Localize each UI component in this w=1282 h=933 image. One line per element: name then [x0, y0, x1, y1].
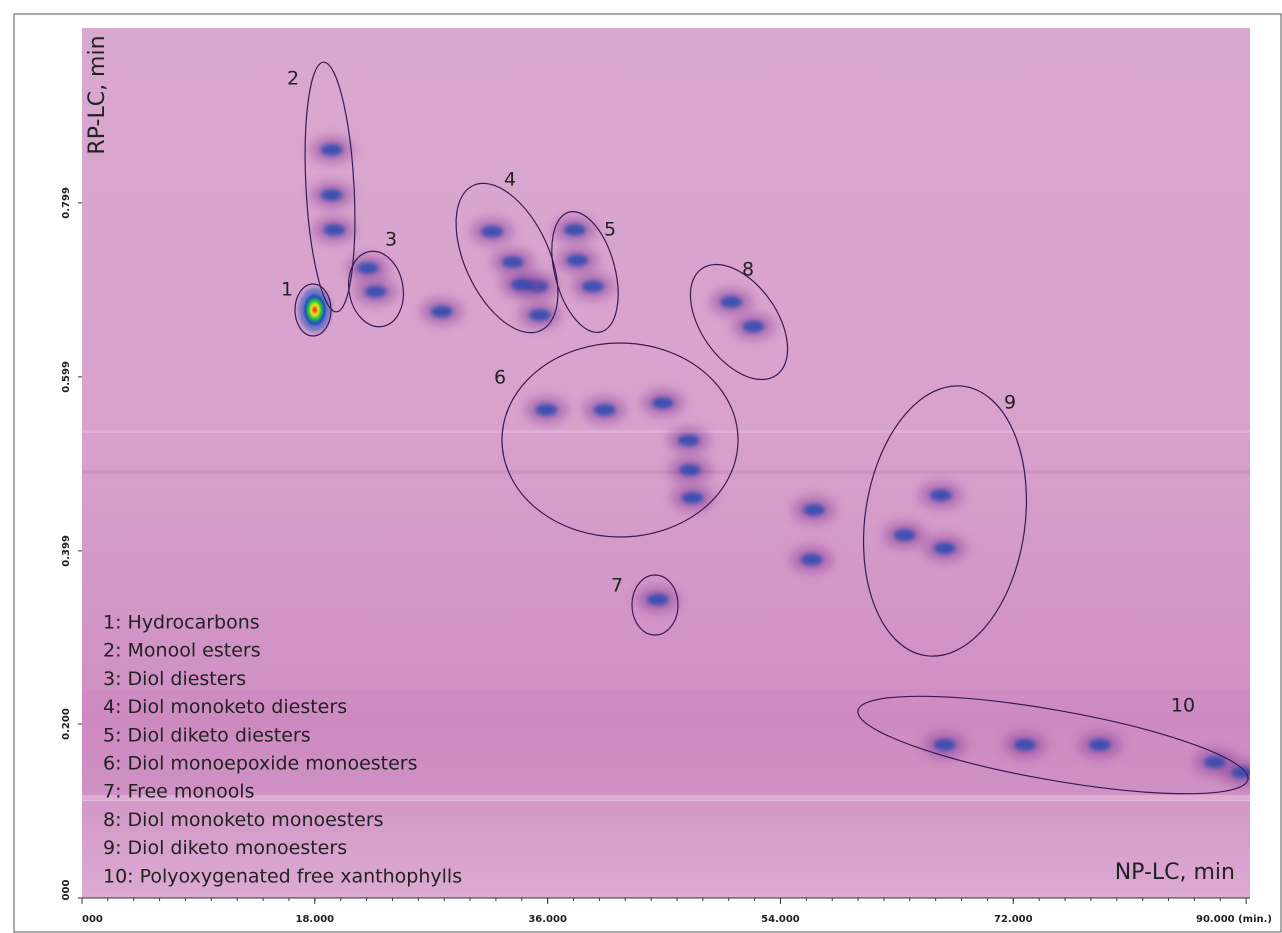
peak: [364, 285, 387, 298]
x-tick-label: 36.000: [528, 914, 567, 925]
region-outline: [294, 283, 332, 337]
legend-note: 10: Polyoxygenated free xanthophylls: [103, 865, 462, 887]
y-tick-label: 0.399: [61, 535, 72, 567]
legend-note: 6: Diol monoepoxide monoesters: [103, 753, 418, 775]
region-label: 10: [1171, 695, 1195, 717]
y-tick-label: 0.599: [61, 361, 72, 393]
region-label: 8: [742, 259, 754, 281]
peak: [1088, 738, 1111, 751]
x-tick-label: 72.000: [994, 914, 1033, 925]
peak: [803, 503, 826, 516]
peak: [651, 396, 674, 409]
x-axis-label: NP-LC, min: [1115, 860, 1235, 885]
y-axis-label: RP-LC, min: [85, 35, 110, 154]
region-outline: [304, 61, 356, 313]
region-label: 1: [281, 279, 293, 301]
peak: [646, 593, 669, 606]
peak: [893, 529, 916, 542]
region-label: 2: [287, 68, 299, 90]
peak: [720, 296, 743, 309]
x-tick-label: 000: [82, 914, 103, 925]
region-outline: [501, 342, 739, 538]
region-outline: [862, 385, 1028, 657]
peak: [678, 463, 701, 476]
y-tick-label: 0.200: [61, 708, 72, 740]
frame: [13, 13, 1282, 933]
region-label: 4: [504, 169, 516, 191]
peak: [742, 320, 765, 333]
peak: [1204, 756, 1227, 769]
region-outline: [857, 695, 1249, 795]
legend-note: 4: Diol monoketo diesters: [103, 696, 347, 718]
peak: [323, 223, 346, 236]
region-label: 6: [494, 367, 506, 389]
legend-note: 2: Monool esters: [103, 640, 261, 662]
peak: [677, 434, 700, 447]
peak: [593, 403, 616, 416]
peak: [563, 223, 586, 236]
x-tick-label: 18.000: [296, 914, 335, 925]
region-label: 7: [611, 575, 623, 597]
peak: [501, 256, 524, 269]
peaks: [298, 135, 1250, 787]
legend-note: 8: Diol monoketo monoesters: [103, 809, 384, 831]
legend-note: 9: Diol diketo monoesters: [103, 837, 347, 859]
regions: 1 2 3 4 5 6 7 8 9 10: [281, 61, 1249, 795]
region-outline: [631, 574, 679, 636]
x-tick-label: 54.000: [761, 914, 800, 925]
region-outline: [348, 250, 404, 328]
legend-note: 5: Diol diketo diesters: [103, 724, 311, 746]
peak: [581, 280, 604, 293]
legend-note: 1: Hydrocarbons: [103, 612, 260, 634]
legend-note: 3: Diol diesters: [103, 668, 246, 690]
region-label: 5: [604, 219, 616, 241]
legend-note: 7: Free monools: [103, 781, 255, 803]
peak: [681, 491, 704, 504]
region-outline: [689, 263, 789, 381]
peak: [1013, 738, 1036, 751]
y-tick-label: 000: [61, 880, 72, 901]
region-outline: [455, 182, 559, 334]
peak: [481, 225, 504, 238]
region-label: 3: [385, 229, 397, 251]
peak: [933, 542, 956, 555]
peak: [430, 305, 453, 318]
x-tick-label: 90.000 (min.): [1196, 914, 1272, 925]
peak: [535, 403, 558, 416]
peak: [528, 309, 551, 322]
peak: [356, 262, 379, 275]
peak: [933, 738, 956, 751]
peak: [800, 553, 823, 566]
peak: [1231, 766, 1250, 779]
peak: [320, 189, 343, 202]
peak: [320, 143, 343, 156]
bands: [82, 430, 1250, 801]
y-tick-label: 0.799: [61, 187, 72, 219]
peak: [566, 254, 589, 267]
plot-background: [82, 28, 1250, 898]
apex-peak: [302, 292, 327, 327]
region-outline: [551, 211, 619, 333]
peak: [510, 278, 533, 291]
region-label: 9: [1004, 392, 1016, 414]
peak: [929, 489, 952, 502]
